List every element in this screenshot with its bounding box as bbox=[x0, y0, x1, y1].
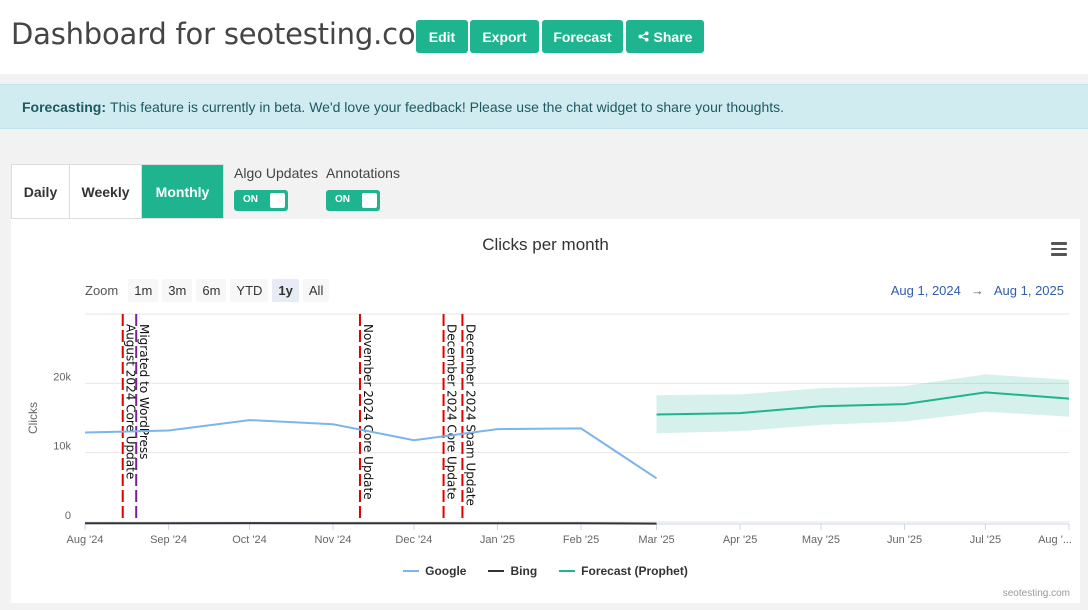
chart-legend: Google Bing Forecast (Prophet) bbox=[11, 564, 1080, 578]
legend-label: Google bbox=[425, 564, 467, 578]
x-tick-label: Aug '24 bbox=[67, 534, 104, 546]
y-axis-title: Clicks bbox=[26, 402, 40, 434]
x-tick-label: May '25 bbox=[802, 534, 840, 546]
granularity-tabs: Daily Weekly Monthly bbox=[11, 164, 224, 219]
x-tick-label: Jan '25 bbox=[480, 534, 515, 546]
share-icon bbox=[637, 31, 649, 42]
algo-update-label: November 2024 Core Update bbox=[361, 324, 375, 500]
tab-monthly[interactable]: Monthly bbox=[142, 165, 223, 218]
hamburger-menu-icon[interactable] bbox=[1051, 242, 1067, 256]
y-tick-label: 10k bbox=[53, 441, 71, 453]
x-tick-label: Aug '... bbox=[1038, 534, 1072, 546]
export-button[interactable]: Export bbox=[470, 20, 539, 53]
zoom-label: Zoom bbox=[85, 283, 119, 298]
algo-updates-label: Algo Updates bbox=[234, 165, 319, 181]
zoom-all-button[interactable]: All bbox=[302, 279, 330, 302]
x-tick-label: Feb '25 bbox=[563, 534, 599, 546]
range-from-input[interactable]: Aug 1, 2024 bbox=[890, 283, 961, 298]
y-tick-label: 20k bbox=[53, 371, 71, 383]
chart-panel: 0 10k 20k Clicks Aug '24 Sep '24 Oct '24 Nov '2… bbox=[11, 219, 1080, 603]
x-tick-label: Oct '24 bbox=[232, 534, 267, 546]
algo-update-label: December 2024 Core Update bbox=[445, 324, 459, 499]
legend-label: Bing bbox=[510, 564, 538, 578]
legend-item-forecast[interactable]: Forecast (Prophet) bbox=[559, 564, 688, 578]
zoom-controls: Zoom 1m 3m 6m YTD 1y All bbox=[85, 279, 330, 302]
google-series-line bbox=[84, 419, 658, 480]
algo-updates-toggle-group: Algo Updates ON bbox=[234, 165, 318, 211]
annotations-toggle-group: Annotations ON bbox=[326, 165, 400, 211]
annotations-label: Annotations bbox=[326, 165, 400, 181]
legend-item-google[interactable]: Google bbox=[403, 564, 466, 578]
page-title: Dashboard for seotesting.com bbox=[11, 17, 444, 51]
range-separator: → bbox=[970, 283, 984, 298]
share-button-label: Share bbox=[653, 28, 693, 45]
x-tick-label: Sep '24 bbox=[150, 534, 187, 546]
legend-swatch bbox=[403, 570, 420, 572]
annotations-toggle[interactable]: ON bbox=[326, 190, 380, 211]
legend-item-bing[interactable]: Bing bbox=[488, 564, 537, 578]
tab-weekly[interactable]: Weekly bbox=[70, 165, 142, 218]
x-tick-label: Jul '25 bbox=[970, 534, 1001, 546]
share-button[interactable]: Share bbox=[626, 20, 704, 53]
chart-credit[interactable]: seotesting.com bbox=[1002, 588, 1070, 599]
edit-button[interactable]: Edit bbox=[416, 20, 468, 53]
algo-update-label: December 2024 Spam Update bbox=[463, 324, 477, 506]
clicks-chart: 0 10k 20k Clicks Aug '24 Sep '24 Oct '24 Nov '2… bbox=[26, 313, 1072, 546]
alert-message: This feature is currently in beta. We'd … bbox=[110, 98, 785, 115]
annotation-label: Migrated to WordPress bbox=[137, 324, 151, 459]
algo-update-label: August 2024 Core Update bbox=[124, 324, 138, 479]
legend-swatch bbox=[488, 570, 505, 572]
x-tick-label: Nov '24 bbox=[315, 534, 352, 546]
forecast-button[interactable]: Forecast bbox=[542, 20, 623, 53]
toggle-knob bbox=[362, 193, 377, 208]
legend-label: Forecast (Prophet) bbox=[581, 564, 688, 578]
tab-daily[interactable]: Daily bbox=[12, 165, 70, 218]
x-tick-label: Dec '24 bbox=[395, 534, 432, 546]
forecast-confidence-band bbox=[656, 374, 1069, 434]
x-tick-label: Apr '25 bbox=[723, 534, 758, 546]
range-to-input[interactable]: Aug 1, 2025 bbox=[993, 283, 1064, 298]
toggle-knob bbox=[270, 193, 285, 208]
zoom-6m-button[interactable]: 6m bbox=[196, 279, 227, 302]
algo-updates-state: ON bbox=[243, 194, 258, 205]
algo-updates-toggle[interactable]: ON bbox=[234, 190, 288, 211]
annotations-state: ON bbox=[335, 194, 350, 205]
alert-label: Forecasting: bbox=[22, 98, 107, 115]
beta-alert: Forecasting: This feature is currently i… bbox=[0, 84, 1088, 129]
date-range: Aug 1, 2024 → Aug 1, 2025 bbox=[891, 283, 1064, 298]
zoom-3m-button[interactable]: 3m bbox=[162, 279, 193, 302]
legend-swatch bbox=[559, 570, 576, 572]
forecast-series-line bbox=[656, 391, 1070, 416]
x-tick-label: Jun '25 bbox=[887, 534, 922, 546]
zoom-1y-button[interactable]: 1y bbox=[272, 279, 299, 302]
y-tick-label: 0 bbox=[65, 510, 71, 522]
chart-title: Clicks per month bbox=[482, 235, 609, 254]
x-tick-label: Mar '25 bbox=[638, 534, 674, 546]
top-bar: Dashboard for seotesting.com Edit Export… bbox=[0, 0, 1088, 74]
zoom-ytd-button[interactable]: YTD bbox=[230, 279, 269, 302]
zoom-1m-button[interactable]: 1m bbox=[128, 279, 159, 302]
